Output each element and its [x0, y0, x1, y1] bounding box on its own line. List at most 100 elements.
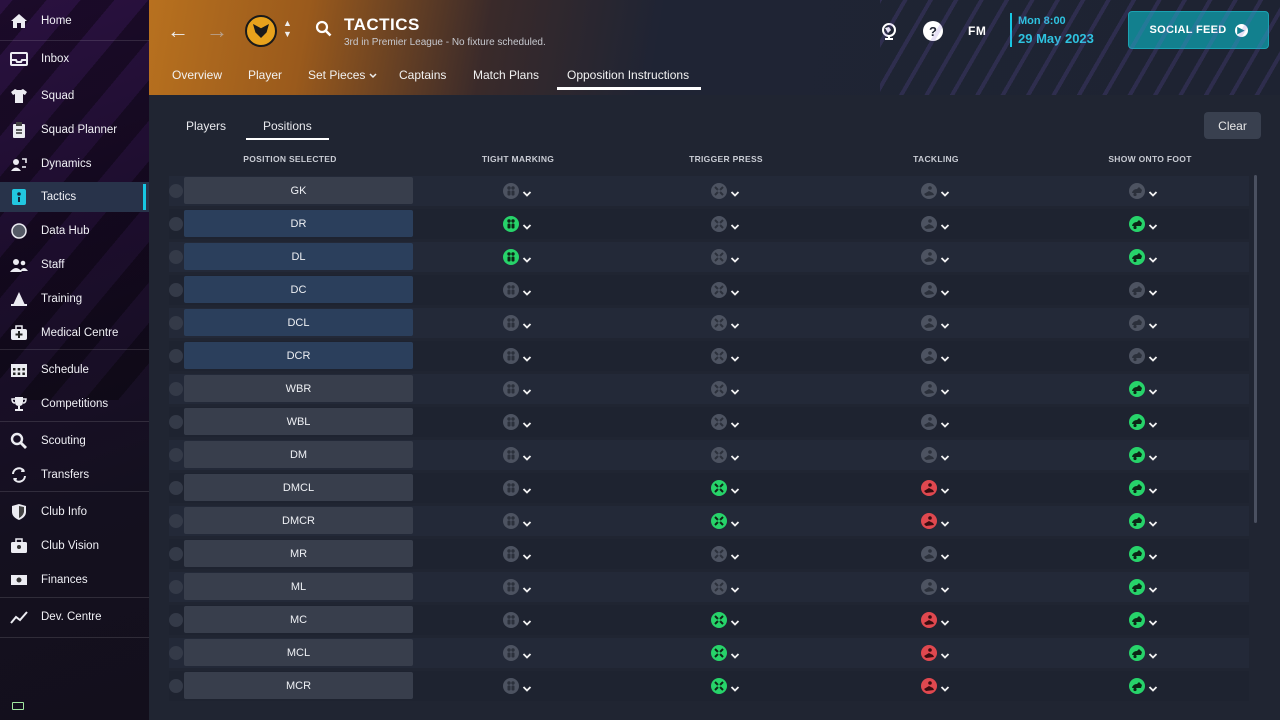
- tackling-selector[interactable]: [921, 414, 950, 430]
- tight-marking-selector[interactable]: [503, 513, 532, 529]
- tight-marking-selector[interactable]: [503, 183, 532, 199]
- row-select-checkbox[interactable]: [169, 283, 183, 297]
- row-select-checkbox[interactable]: [169, 382, 183, 396]
- tight-marking-selector[interactable]: [503, 414, 532, 430]
- trigger-press-selector[interactable]: [711, 216, 740, 232]
- search-icon[interactable]: [315, 20, 332, 42]
- row-select-checkbox[interactable]: [169, 514, 183, 528]
- sidebar-item-scouting[interactable]: Scouting: [0, 426, 149, 456]
- tight-marking-selector[interactable]: [503, 315, 532, 331]
- row-select-checkbox[interactable]: [169, 646, 183, 660]
- tab-player[interactable]: Player: [248, 68, 282, 90]
- tackling-selector[interactable]: [921, 315, 950, 331]
- show-onto-foot-selector[interactable]: [1129, 480, 1158, 496]
- sidebar-item-training[interactable]: Training: [0, 284, 149, 314]
- tackling-selector[interactable]: [921, 183, 950, 199]
- world-icon[interactable]: [879, 21, 899, 41]
- show-onto-foot-selector[interactable]: [1129, 414, 1158, 430]
- tab-set-pieces[interactable]: Set Pieces: [308, 68, 377, 90]
- tackling-selector[interactable]: [921, 513, 950, 529]
- sidebar-item-club-vision[interactable]: Club Vision: [0, 531, 149, 561]
- tight-marking-selector[interactable]: [503, 546, 532, 562]
- tight-marking-selector[interactable]: [503, 216, 532, 232]
- sidebar-item-schedule[interactable]: Schedule: [0, 355, 149, 385]
- tackling-selector[interactable]: [921, 249, 950, 265]
- show-onto-foot-selector[interactable]: [1129, 183, 1158, 199]
- show-onto-foot-selector[interactable]: [1129, 612, 1158, 628]
- sidebar-item-home[interactable]: Home: [0, 6, 149, 36]
- fm-logo[interactable]: FM: [968, 24, 987, 38]
- show-onto-foot-selector[interactable]: [1129, 513, 1158, 529]
- tight-marking-selector[interactable]: [503, 645, 532, 661]
- row-select-checkbox[interactable]: [169, 679, 183, 693]
- show-onto-foot-selector[interactable]: [1129, 678, 1158, 694]
- club-switch-icon[interactable]: ▲ ▼: [283, 18, 292, 39]
- tackling-selector[interactable]: [921, 282, 950, 298]
- row-select-checkbox[interactable]: [169, 481, 183, 495]
- tight-marking-selector[interactable]: [503, 612, 532, 628]
- show-onto-foot-selector[interactable]: [1129, 579, 1158, 595]
- forward-arrow-icon[interactable]: →: [206, 18, 228, 43]
- sidebar-item-data-hub[interactable]: Data Hub: [0, 216, 149, 246]
- status-icon[interactable]: [12, 702, 24, 710]
- position-button[interactable]: WBR: [184, 375, 413, 402]
- position-button[interactable]: ML: [184, 573, 413, 600]
- show-onto-foot-selector[interactable]: [1129, 381, 1158, 397]
- social-feed-button[interactable]: SOCIAL FEED ▶: [1128, 11, 1269, 49]
- tab-captains[interactable]: Captains: [399, 68, 446, 90]
- back-arrow-icon[interactable]: ←: [167, 18, 189, 43]
- tackling-selector[interactable]: [921, 480, 950, 496]
- date-date[interactable]: 29 May 2023: [1018, 31, 1094, 46]
- show-onto-foot-selector[interactable]: [1129, 282, 1158, 298]
- show-onto-foot-selector[interactable]: [1129, 216, 1158, 232]
- row-select-checkbox[interactable]: [169, 448, 183, 462]
- show-onto-foot-selector[interactable]: [1129, 645, 1158, 661]
- tab-match-plans[interactable]: Match Plans: [473, 68, 539, 90]
- tight-marking-selector[interactable]: [503, 447, 532, 463]
- row-select-checkbox[interactable]: [169, 250, 183, 264]
- position-button[interactable]: WBL: [184, 408, 413, 435]
- tackling-selector[interactable]: [921, 348, 950, 364]
- trigger-press-selector[interactable]: [711, 678, 740, 694]
- trigger-press-selector[interactable]: [711, 579, 740, 595]
- row-select-checkbox[interactable]: [169, 580, 183, 594]
- row-select-checkbox[interactable]: [169, 349, 183, 363]
- tight-marking-selector[interactable]: [503, 381, 532, 397]
- tab-opposition-instructions[interactable]: Opposition Instructions: [556, 68, 702, 90]
- tab-overview[interactable]: Overview: [172, 68, 222, 90]
- row-select-checkbox[interactable]: [169, 316, 183, 330]
- subtab-positions[interactable]: Positions: [246, 119, 329, 140]
- club-crest-icon[interactable]: [245, 15, 277, 47]
- tackling-selector[interactable]: [921, 579, 950, 595]
- sidebar-item-dev-centre[interactable]: Dev. Centre: [0, 602, 149, 632]
- sidebar-item-club-info[interactable]: Club Info: [0, 497, 149, 527]
- row-select-checkbox[interactable]: [169, 613, 183, 627]
- sidebar-item-inbox[interactable]: Inbox: [0, 44, 149, 74]
- trigger-press-selector[interactable]: [711, 348, 740, 364]
- trigger-press-selector[interactable]: [711, 414, 740, 430]
- trigger-press-selector[interactable]: [711, 183, 740, 199]
- row-select-checkbox[interactable]: [169, 547, 183, 561]
- show-onto-foot-selector[interactable]: [1129, 249, 1158, 265]
- show-onto-foot-selector[interactable]: [1129, 447, 1158, 463]
- trigger-press-selector[interactable]: [711, 249, 740, 265]
- trigger-press-selector[interactable]: [711, 282, 740, 298]
- trigger-press-selector[interactable]: [711, 612, 740, 628]
- show-onto-foot-selector[interactable]: [1129, 348, 1158, 364]
- row-select-checkbox[interactable]: [169, 217, 183, 231]
- tackling-selector[interactable]: [921, 546, 950, 562]
- clear-button[interactable]: Clear: [1204, 112, 1261, 139]
- tackling-selector[interactable]: [921, 216, 950, 232]
- show-onto-foot-selector[interactable]: [1129, 315, 1158, 331]
- row-select-checkbox[interactable]: [169, 184, 183, 198]
- tight-marking-selector[interactable]: [503, 348, 532, 364]
- position-button[interactable]: DCL: [184, 309, 413, 336]
- sidebar-item-dynamics[interactable]: Dynamics: [0, 149, 149, 179]
- position-button[interactable]: DCR: [184, 342, 413, 369]
- position-button[interactable]: MCR: [184, 672, 413, 699]
- tackling-selector[interactable]: [921, 678, 950, 694]
- position-button[interactable]: DL: [184, 243, 413, 270]
- tight-marking-selector[interactable]: [503, 249, 532, 265]
- sidebar-item-tactics[interactable]: Tactics: [0, 182, 149, 212]
- tight-marking-selector[interactable]: [503, 480, 532, 496]
